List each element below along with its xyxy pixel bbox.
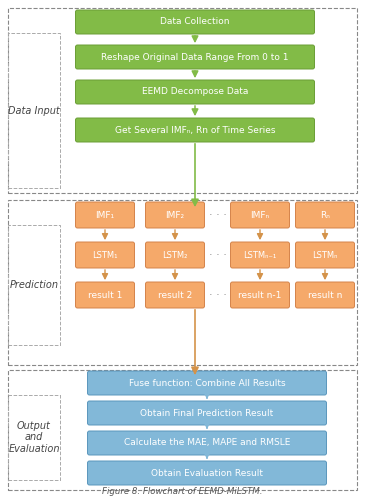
FancyBboxPatch shape: [146, 202, 204, 228]
Text: · · ·: · · ·: [209, 290, 227, 300]
FancyBboxPatch shape: [88, 431, 327, 455]
Text: IMF₁: IMF₁: [95, 210, 115, 220]
FancyBboxPatch shape: [88, 461, 327, 485]
FancyBboxPatch shape: [296, 282, 354, 308]
FancyBboxPatch shape: [231, 282, 289, 308]
FancyBboxPatch shape: [146, 242, 204, 268]
Text: Obtain Evaluation Result: Obtain Evaluation Result: [151, 468, 263, 477]
Text: result n-1: result n-1: [238, 290, 282, 300]
Text: result 2: result 2: [158, 290, 192, 300]
FancyBboxPatch shape: [88, 401, 327, 425]
FancyBboxPatch shape: [76, 282, 134, 308]
Text: LSTM₁: LSTM₁: [92, 250, 118, 260]
FancyBboxPatch shape: [76, 80, 315, 104]
Text: IMFₙ: IMFₙ: [250, 210, 270, 220]
Text: result n: result n: [308, 290, 342, 300]
Text: LSTM₂: LSTM₂: [162, 250, 188, 260]
Text: result 1: result 1: [88, 290, 122, 300]
FancyBboxPatch shape: [296, 242, 354, 268]
FancyBboxPatch shape: [231, 202, 289, 228]
Bar: [8, 8, 357, 193]
Text: Prediction: Prediction: [9, 280, 58, 290]
FancyBboxPatch shape: [76, 118, 315, 142]
Text: EEMD Decompose Data: EEMD Decompose Data: [142, 88, 248, 96]
Text: Data Input: Data Input: [8, 106, 60, 116]
FancyBboxPatch shape: [146, 282, 204, 308]
Bar: [8, 200, 357, 365]
FancyBboxPatch shape: [296, 202, 354, 228]
FancyBboxPatch shape: [76, 45, 315, 69]
FancyBboxPatch shape: [88, 371, 327, 395]
Text: Calculate the MAE, MAPE and RMSLE: Calculate the MAE, MAPE and RMSLE: [124, 438, 290, 448]
Text: · · ·: · · ·: [209, 250, 227, 260]
Bar: [8, 395, 60, 480]
Bar: [8, 33, 60, 188]
FancyBboxPatch shape: [76, 10, 315, 34]
FancyBboxPatch shape: [231, 242, 289, 268]
Text: LSTMₙ: LSTMₙ: [312, 250, 338, 260]
Text: Fuse function: Combine All Results: Fuse function: Combine All Results: [129, 378, 285, 388]
Bar: [8, 370, 357, 490]
Text: Output
and
Evaluation: Output and Evaluation: [8, 421, 60, 454]
FancyBboxPatch shape: [76, 202, 134, 228]
Text: Obtain Final Prediction Result: Obtain Final Prediction Result: [141, 408, 274, 418]
Text: Reshape Original Data Range From 0 to 1: Reshape Original Data Range From 0 to 1: [101, 52, 289, 62]
Bar: [8, 225, 60, 345]
Text: · · ·: · · ·: [209, 210, 227, 220]
Text: Rₙ: Rₙ: [320, 210, 330, 220]
Text: Get Several IMFₙ, Rn of Time Series: Get Several IMFₙ, Rn of Time Series: [115, 126, 275, 134]
Text: LSTMₙ₋₁: LSTMₙ₋₁: [243, 250, 277, 260]
Text: Data Collection: Data Collection: [160, 18, 230, 26]
Text: IMF₂: IMF₂: [165, 210, 185, 220]
Text: Figure 8. Flowchart of EEMD-MiLSTM.: Figure 8. Flowchart of EEMD-MiLSTM.: [102, 487, 262, 496]
FancyBboxPatch shape: [76, 242, 134, 268]
